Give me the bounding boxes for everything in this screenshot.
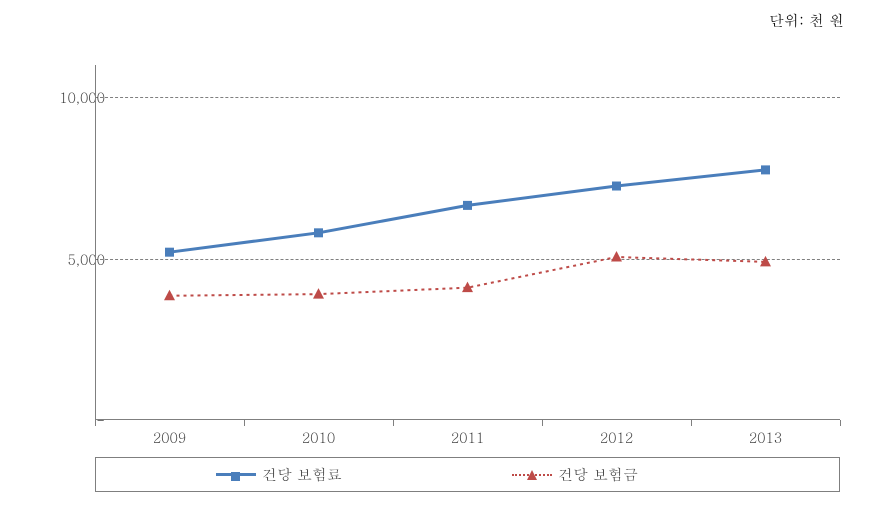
legend-label: 건당 보험금 [558, 464, 638, 485]
square-marker-icon [314, 228, 323, 237]
square-marker-icon [612, 182, 621, 191]
x-tick-label: 2013 [749, 427, 782, 447]
legend-item-premium: 건당 보험료 [216, 464, 342, 485]
triangle-marker-icon [527, 470, 537, 480]
x-tick-label: 2012 [600, 427, 633, 447]
x-tick-mark [542, 420, 543, 426]
legend: 건당 보험료 건당 보험금 [95, 457, 840, 492]
square-marker-icon [165, 248, 174, 257]
triangle-marker-icon [164, 290, 175, 301]
square-marker-icon [463, 201, 472, 210]
x-tick-mark [244, 420, 245, 426]
square-marker-icon [761, 165, 770, 174]
x-tick-label: 2011 [451, 427, 484, 447]
x-tick-mark [840, 420, 841, 426]
x-tick-mark [393, 420, 394, 426]
triangle-marker-icon [611, 251, 622, 261]
line-chart: - 5,000 10,000 20092010201120122013 건당 보… [20, 45, 860, 500]
legend-item-payout: 건당 보험금 [512, 464, 638, 485]
x-tick-mark [691, 420, 692, 426]
x-tick-label: 2010 [302, 427, 335, 447]
legend-label: 건당 보험료 [262, 464, 342, 485]
series-line [170, 170, 766, 252]
square-marker-icon [231, 472, 240, 481]
triangle-marker-icon [313, 288, 324, 299]
x-tick-label: 2009 [153, 427, 186, 447]
unit-label: 단위: 천 원 [769, 10, 844, 31]
x-tick-mark [95, 420, 96, 426]
chart-svg [95, 65, 840, 420]
